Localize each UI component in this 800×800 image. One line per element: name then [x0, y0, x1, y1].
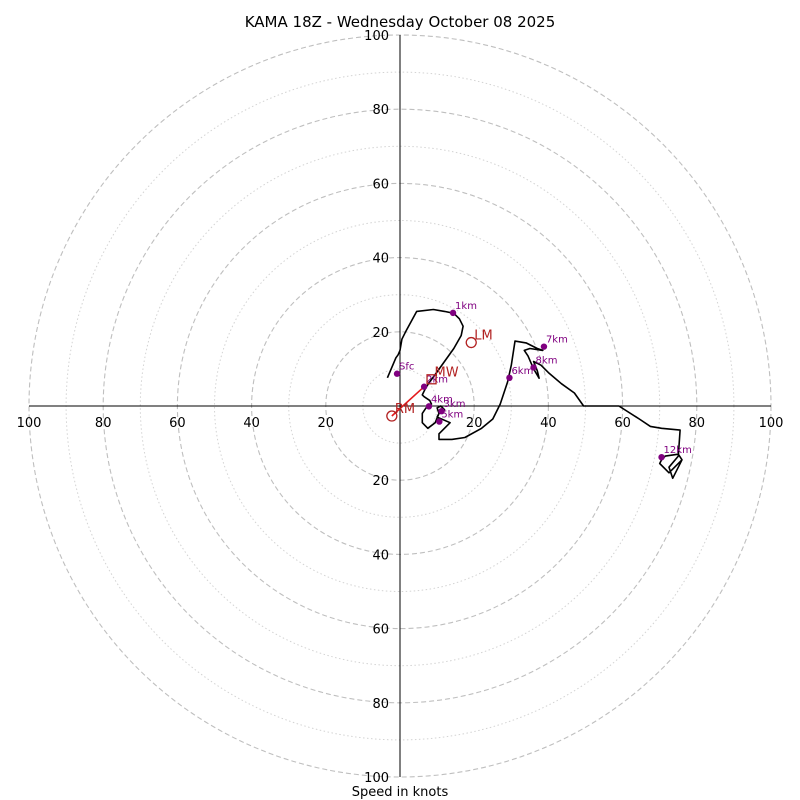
chart-title: KAMA 18Z - Wednesday October 08 2025 [245, 13, 556, 31]
height-label-12km: 12km [664, 445, 692, 456]
y-tick-label: 40 [372, 548, 389, 563]
y-tick-label: 60 [372, 177, 389, 192]
y-tick-label: 80 [372, 697, 389, 712]
height-marker-3km [438, 407, 445, 415]
bunkers-right-marker [386, 410, 398, 422]
mean-wind-label: MW [435, 365, 459, 380]
hodograph-trace-layer [386, 308, 683, 480]
y-tick-label: 100 [364, 29, 389, 44]
height-marker-2km [420, 383, 428, 390]
x-tick-label: 20 [318, 416, 335, 431]
height-label-2km: 2km [426, 375, 448, 386]
bunkers-left-marker [465, 336, 477, 349]
axes [29, 35, 771, 777]
x-tick-label: 80 [689, 416, 706, 431]
y-tick-label: 20 [372, 474, 389, 489]
height-label-5km: 5km [441, 410, 463, 421]
height-marker-1km [449, 309, 457, 317]
y-tick-label: 60 [372, 623, 389, 638]
bunkers-right-label: RM [395, 402, 415, 417]
x-tick-label: 40 [540, 416, 557, 431]
x-tick-label: 80 [95, 416, 112, 431]
height-label-3km: 3km [444, 399, 466, 410]
x-tick-label: 60 [169, 416, 186, 431]
height-label-sfc: Sfc [399, 362, 414, 373]
height-label-7km: 7km [546, 335, 568, 346]
y-tick-labels: 100 80 60 40 20 20 40 60 80 100 [364, 29, 389, 786]
height-marker-12km [658, 453, 665, 461]
storm-motion-layer: RM LM MW [386, 329, 493, 422]
height-marker-4km [425, 403, 433, 410]
x-tick-labels: 100 80 60 40 20 20 40 60 80 100 [17, 416, 784, 431]
height-marker-8km [530, 364, 537, 371]
x-tick-label: 100 [759, 416, 784, 431]
bunkers-left-label: LM [474, 329, 492, 344]
height-marker-7km [540, 343, 548, 350]
height-label-4km: 4km [431, 394, 453, 405]
height-label-1km: 1km [455, 301, 477, 312]
mean-wind-marker [426, 374, 437, 385]
y-tick-label: 20 [372, 326, 389, 341]
x-axis-label: Speed in knots [352, 785, 449, 800]
x-tick-label: 20 [466, 416, 483, 431]
y-tick-label: 40 [372, 252, 389, 267]
y-tick-label: 80 [372, 103, 389, 118]
hodograph-trace [386, 308, 683, 480]
height-label-8km: 8km [536, 355, 558, 366]
height-marker-sfc [393, 370, 401, 377]
y-tick-label: 100 [364, 771, 389, 786]
x-tick-label: 40 [243, 416, 260, 431]
shear-vector-line [391, 386, 425, 417]
shear-layer [391, 386, 425, 417]
x-tick-label: 100 [17, 416, 42, 431]
height-marker-5km [436, 418, 443, 425]
height-label-6km: 6km [511, 366, 533, 377]
x-tick-label: 60 [614, 416, 631, 431]
height-marker-6km [506, 374, 513, 382]
